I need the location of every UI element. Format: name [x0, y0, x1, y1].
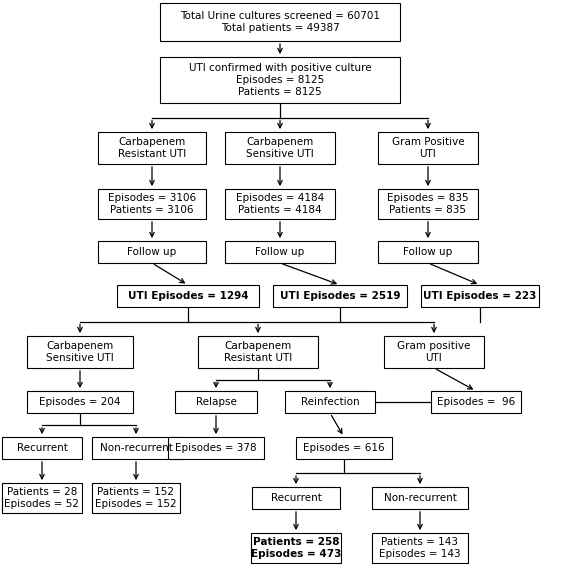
Text: Gram positive
UTI: Gram positive UTI	[397, 341, 471, 363]
Text: Episodes = 616: Episodes = 616	[303, 443, 385, 453]
Bar	[2, 483, 82, 513]
Text: Episodes = 378: Episodes = 378	[175, 443, 257, 453]
Text: UTI Episodes = 1294: UTI Episodes = 1294	[128, 291, 249, 301]
Bar	[296, 437, 392, 459]
Text: Episodes =  96: Episodes = 96	[437, 397, 515, 407]
Bar	[98, 132, 206, 164]
Bar	[225, 241, 335, 263]
Bar	[160, 57, 400, 103]
Bar	[372, 487, 468, 509]
Bar	[273, 285, 407, 307]
Text: Episodes = 3106
Patients = 3106: Episodes = 3106 Patients = 3106	[108, 193, 196, 215]
Bar	[225, 189, 335, 219]
Bar	[160, 3, 400, 41]
Text: Episodes = 204: Episodes = 204	[39, 397, 121, 407]
Bar	[98, 241, 206, 263]
Bar	[175, 391, 257, 413]
Text: UTI Episodes = 2519: UTI Episodes = 2519	[280, 291, 400, 301]
Text: Non-recurrent: Non-recurrent	[384, 493, 457, 503]
Text: Episodes = 835
Patients = 835: Episodes = 835 Patients = 835	[387, 193, 469, 215]
Bar	[372, 533, 468, 563]
Text: Episodes = 4184
Patients = 4184: Episodes = 4184 Patients = 4184	[236, 193, 324, 215]
Text: Carbapenem
Resistant UTI: Carbapenem Resistant UTI	[224, 341, 292, 363]
Bar	[92, 437, 180, 459]
Bar	[251, 533, 341, 563]
Text: Follow up: Follow up	[255, 247, 305, 257]
Bar	[117, 285, 259, 307]
Bar	[225, 132, 335, 164]
Bar	[378, 189, 478, 219]
Bar	[27, 391, 133, 413]
Text: Patients = 143
Episodes = 143: Patients = 143 Episodes = 143	[379, 537, 461, 559]
Text: Follow up: Follow up	[403, 247, 453, 257]
Text: UTI confirmed with positive culture
Episodes = 8125
Patients = 8125: UTI confirmed with positive culture Epis…	[188, 64, 371, 96]
Text: Total Urine cultures screened = 60701
Total patients = 49387: Total Urine cultures screened = 60701 To…	[180, 11, 380, 33]
Text: UTI Episodes = 223: UTI Episodes = 223	[424, 291, 537, 301]
Bar	[285, 391, 375, 413]
Text: Patients = 258
Episodes = 473: Patients = 258 Episodes = 473	[251, 537, 341, 559]
Bar	[252, 487, 340, 509]
Bar	[378, 241, 478, 263]
Text: Carbapenem
Resistant UTI: Carbapenem Resistant UTI	[118, 137, 186, 159]
Text: Reinfection: Reinfection	[301, 397, 359, 407]
Bar	[384, 336, 484, 368]
Text: Carbapenem
Sensitive UTI: Carbapenem Sensitive UTI	[246, 137, 314, 159]
Text: Gram Positive
UTI: Gram Positive UTI	[392, 137, 465, 159]
Text: Follow up: Follow up	[127, 247, 177, 257]
Bar	[421, 285, 539, 307]
Text: Patients = 152
Episodes = 152: Patients = 152 Episodes = 152	[95, 487, 177, 509]
Text: Carbapenem
Sensitive UTI: Carbapenem Sensitive UTI	[46, 341, 114, 363]
Text: Patients = 28
Episodes = 52: Patients = 28 Episodes = 52	[4, 487, 80, 509]
Bar	[2, 437, 82, 459]
Text: Recurrent: Recurrent	[17, 443, 67, 453]
Bar	[98, 189, 206, 219]
Text: Non-recurrent: Non-recurrent	[99, 443, 172, 453]
Bar	[431, 391, 521, 413]
Bar	[198, 336, 318, 368]
Bar	[378, 132, 478, 164]
Text: Relapse: Relapse	[196, 397, 236, 407]
Bar	[168, 437, 264, 459]
Bar	[92, 483, 180, 513]
Text: Recurrent: Recurrent	[270, 493, 321, 503]
Bar	[27, 336, 133, 368]
